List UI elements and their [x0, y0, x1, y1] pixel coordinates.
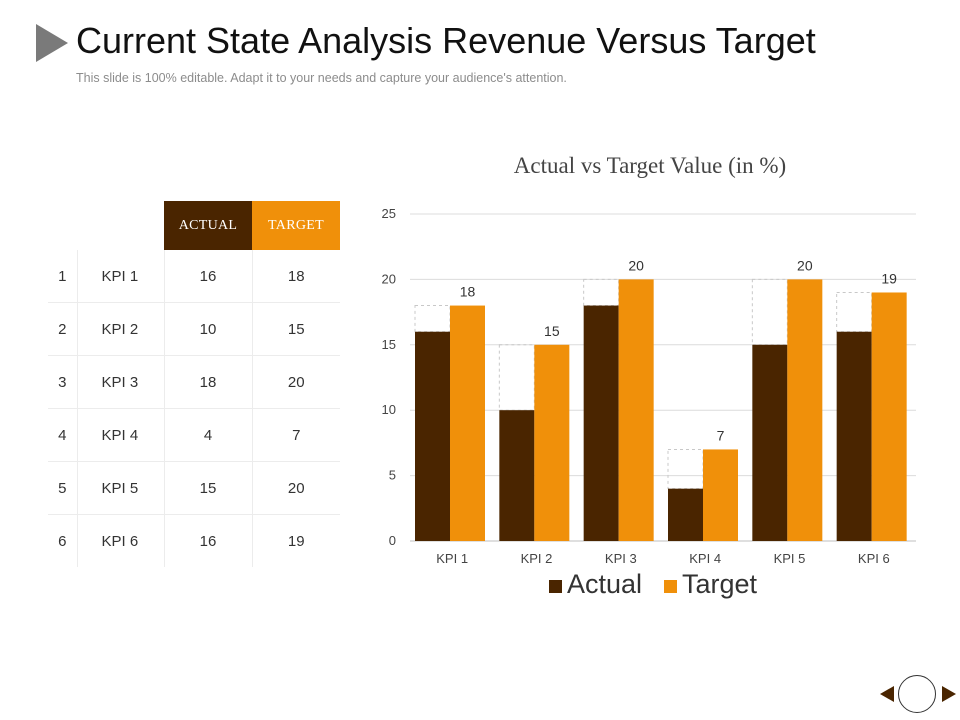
bar-actual	[836, 331, 872, 541]
row-number: 4	[48, 408, 77, 462]
legend-swatch	[664, 580, 677, 593]
x-tick-label: KPI 3	[605, 551, 637, 566]
chart-title: Actual vs Target Value (in %)	[514, 153, 786, 178]
header-blank-cell	[48, 201, 77, 250]
kpi-table: ACTUAL TARGET 1 KPI 1 16 18 2 KPI 2 10 1…	[48, 201, 340, 567]
bar-actual	[583, 305, 619, 541]
legend-swatch	[549, 580, 562, 593]
previous-slide-icon[interactable]	[880, 686, 894, 702]
x-tick-label: KPI 6	[858, 551, 890, 566]
target-value: 19	[251, 514, 340, 567]
x-tick-label: KPI 2	[521, 551, 553, 566]
kpi-name: KPI 5	[76, 461, 164, 515]
data-label: 20	[628, 257, 644, 273]
target-value: 7	[251, 408, 340, 462]
actual-value: 16	[163, 250, 252, 303]
legend-label: Target	[682, 569, 758, 599]
target-value: 15	[251, 302, 340, 356]
y-tick-label: 10	[382, 402, 396, 417]
x-tick-label: KPI 5	[774, 551, 806, 566]
table-row: 6 KPI 6 16 19	[48, 514, 340, 567]
y-tick-label: 20	[382, 271, 396, 286]
bar-target	[871, 292, 907, 541]
target-value: 20	[251, 461, 340, 515]
y-tick-label: 0	[389, 533, 396, 548]
bar-target	[450, 305, 485, 541]
target-gap-outline	[836, 291, 873, 333]
table-row: 5 KPI 5 15 20	[48, 461, 340, 515]
header-actual: ACTUAL	[164, 201, 252, 250]
row-number: 3	[48, 355, 77, 409]
grid-lines	[410, 213, 916, 542]
data-labels: 18 15 20 7 20 19	[460, 257, 897, 443]
target-value: 20	[251, 355, 340, 409]
target-gap-outline	[414, 305, 451, 333]
bar-target	[703, 449, 738, 541]
page-title: Current State Analysis Revenue Versus Ta…	[76, 20, 816, 61]
actual-value: 4	[163, 408, 252, 462]
kpi-name: KPI 3	[76, 355, 164, 409]
table-row: 1 KPI 1 16 18	[48, 250, 340, 303]
target-gap-outline	[667, 448, 704, 490]
bar-actual	[668, 488, 703, 541]
actual-value: 16	[163, 514, 252, 567]
row-number: 2	[48, 302, 77, 356]
data-label: 7	[717, 427, 725, 443]
kpi-name: KPI 4	[76, 408, 164, 462]
bar-actual	[415, 331, 450, 541]
kpi-name: KPI 2	[76, 302, 164, 356]
bars	[415, 279, 907, 541]
kpi-name: KPI 6	[76, 514, 164, 567]
row-number: 5	[48, 461, 77, 515]
table-header-row: ACTUAL TARGET	[48, 201, 340, 250]
bar-actual	[752, 344, 788, 541]
x-tick-label: KPI 1	[436, 551, 468, 566]
y-tick-label: 5	[389, 468, 396, 483]
target-gap-outline	[583, 278, 620, 307]
kpi-name: KPI 1	[76, 250, 164, 303]
target-value: 18	[251, 250, 340, 303]
next-slide-icon[interactable]	[942, 686, 956, 702]
chart-legend: Actual Target	[549, 569, 758, 599]
header-blank-cell	[77, 201, 164, 250]
target-gap-outline	[498, 344, 535, 411]
page-subtitle: This slide is 100% editable. Adapt it to…	[76, 71, 567, 85]
bar-target	[787, 279, 823, 541]
bar-chart: Actual vs Target Value (in %) 1815207201…	[382, 153, 916, 599]
table-row: 4 KPI 4 4 7	[48, 408, 340, 462]
axis-labels: 0 5 10 15 20 25 KPI 1 KPI 2 KPI 3 KPI 4 KPI 5 KPI 6	[382, 206, 890, 566]
home-circle-icon[interactable]	[898, 675, 936, 713]
bar-target	[618, 279, 654, 541]
row-number: 1	[48, 250, 77, 303]
header-target: TARGET	[252, 201, 340, 250]
data-label: 20	[797, 257, 813, 273]
bar-target	[534, 344, 570, 541]
legend-label: Actual	[567, 569, 642, 599]
actual-value: 18	[163, 355, 252, 409]
title-arrow-icon	[36, 24, 68, 62]
data-label: 18	[460, 284, 476, 300]
y-tick-label: 15	[382, 337, 396, 352]
x-tick-label: KPI 4	[689, 551, 721, 566]
data-label: 15	[544, 323, 560, 339]
bar-actual	[499, 410, 535, 541]
actual-value: 10	[163, 302, 252, 356]
row-number: 6	[58, 532, 67, 550]
actual-value: 15	[163, 461, 252, 515]
table-row: 2 KPI 2 10 15	[48, 302, 340, 356]
data-label: 19	[881, 270, 897, 286]
target-gap-outline	[751, 278, 788, 346]
table-row: 3 KPI 3 18 20	[48, 355, 340, 409]
y-tick-label: 25	[382, 206, 396, 221]
